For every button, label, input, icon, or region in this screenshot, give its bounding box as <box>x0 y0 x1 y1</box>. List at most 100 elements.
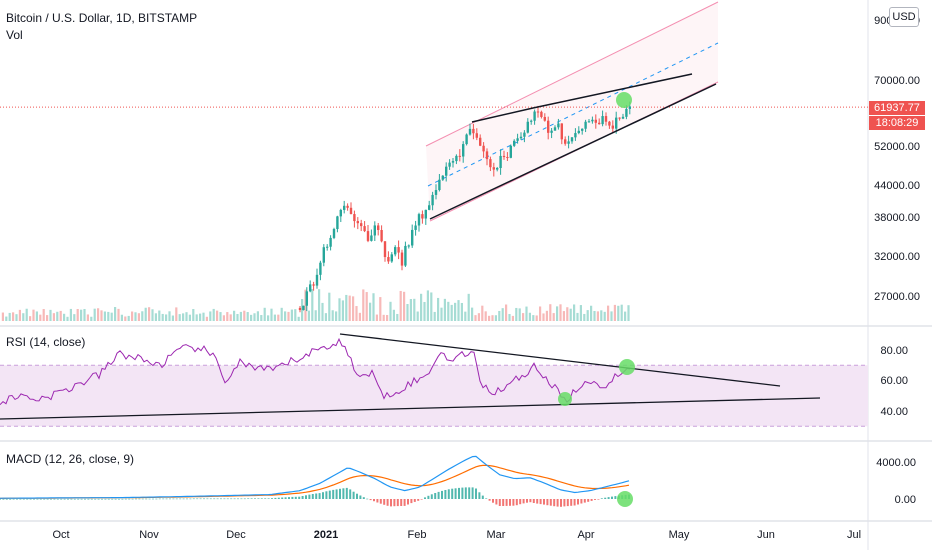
macd-histogram-bar <box>325 491 328 499</box>
volume-bar <box>151 309 154 321</box>
macd-histogram-bar <box>369 499 372 501</box>
macd-histogram-bar <box>240 498 243 500</box>
volume-bar <box>100 310 103 321</box>
volume-bar <box>168 311 171 321</box>
macd-histogram-bar <box>145 498 148 500</box>
volume-bar <box>76 309 79 321</box>
time-tick-label: Jun <box>757 529 775 541</box>
volume-bar <box>369 302 372 321</box>
volume-bar <box>460 302 463 321</box>
candle-body <box>326 246 329 248</box>
volume-bar <box>141 311 144 321</box>
macd-histogram-bar <box>243 498 246 500</box>
macd-histogram-bar <box>46 498 49 500</box>
macd-histogram-bar <box>522 499 525 504</box>
macd-histogram-bar <box>611 496 613 499</box>
macd-histogram-bar <box>492 499 494 503</box>
volume-bar <box>307 310 310 321</box>
volume-bar <box>627 305 630 321</box>
candle-body <box>506 157 509 159</box>
candle-body <box>298 307 302 311</box>
macd-histogram-bar <box>257 498 260 499</box>
candle-body <box>489 159 492 168</box>
macd-histogram-bar <box>230 498 233 500</box>
macd-histogram-bar <box>407 499 409 505</box>
volume-bar <box>491 315 494 321</box>
candle-body <box>564 139 567 144</box>
macd-histogram-bar <box>332 489 335 499</box>
price-trendlines[interactable] <box>429 73 717 220</box>
volume-bar <box>93 308 96 321</box>
candle-body <box>370 235 373 241</box>
volume-bar <box>593 310 596 321</box>
macd-histogram-bar <box>2 499 5 500</box>
macd-histogram-bar <box>70 498 73 500</box>
macd-histogram-bar <box>5 499 8 500</box>
macd-histogram-bar <box>335 489 338 499</box>
macd-histogram-bar <box>67 498 69 500</box>
macd-histogram-bar <box>56 498 59 500</box>
volume-bar <box>386 314 389 321</box>
macd-histogram-bar <box>345 487 348 499</box>
macd-histogram-bar <box>50 498 52 500</box>
volume-bar <box>341 300 344 321</box>
rsi-highlight-lower <box>558 392 572 406</box>
macd-histogram-bar <box>104 498 107 500</box>
candle-body <box>550 130 553 133</box>
macd-histogram-bar <box>420 499 423 500</box>
volume-bar <box>233 310 236 321</box>
candle-body <box>625 108 628 117</box>
candle-body <box>581 128 584 131</box>
volume-bar <box>403 291 406 321</box>
macd-histogram-bar <box>19 498 22 500</box>
volume-bar <box>219 312 222 321</box>
volume-bar <box>505 304 508 321</box>
volume-bar <box>158 310 161 321</box>
volume-bar <box>222 315 225 321</box>
volume-bar <box>185 312 188 321</box>
volume-bar <box>423 301 426 321</box>
macd-histogram-bar <box>305 495 307 499</box>
candle-body <box>608 121 611 126</box>
volume-bar <box>66 316 69 321</box>
macd-histogram-bar <box>209 498 212 500</box>
macd-histogram-bar <box>53 498 56 500</box>
macd-histogram-bar <box>529 499 532 503</box>
macd-histogram-bar <box>128 498 131 500</box>
macd-histogram-bar <box>298 496 301 499</box>
candle-body <box>329 237 332 247</box>
volume-bar <box>382 314 385 321</box>
macd-histogram-bar <box>546 499 549 506</box>
volume-bar <box>314 310 317 321</box>
macd-tick-label: 4000.00 <box>876 457 916 469</box>
volume-bar <box>199 313 202 321</box>
volume-label: Vol <box>6 28 23 42</box>
volume-bar <box>318 289 321 321</box>
volume-bar <box>515 307 518 321</box>
macd-histogram-bar <box>107 498 110 500</box>
candle-body <box>445 166 448 176</box>
candle-body <box>363 226 366 232</box>
currency-button[interactable]: USD <box>889 7 919 27</box>
macd-histogram-bar <box>196 498 199 500</box>
volume-bar <box>154 313 157 321</box>
candle-body <box>458 155 461 157</box>
volume-bar <box>328 292 331 321</box>
volume-bar <box>518 308 521 321</box>
candle-body <box>322 247 325 263</box>
candle-body <box>479 137 482 146</box>
volume-bar <box>379 297 382 321</box>
macd-histogram-bar <box>63 498 66 500</box>
candle-body <box>567 141 570 144</box>
candle-body <box>343 205 346 210</box>
candle-body <box>455 155 458 162</box>
volume-bar <box>433 311 436 321</box>
macd-histogram-bar <box>121 498 124 500</box>
macd-histogram-bar <box>267 498 270 499</box>
macd-histogram-bar <box>301 496 304 499</box>
macd-histogram-bar <box>169 498 171 500</box>
price-tick-label: 27000.00 <box>874 291 920 303</box>
candle-body <box>353 214 356 222</box>
volume-bar <box>284 311 287 321</box>
